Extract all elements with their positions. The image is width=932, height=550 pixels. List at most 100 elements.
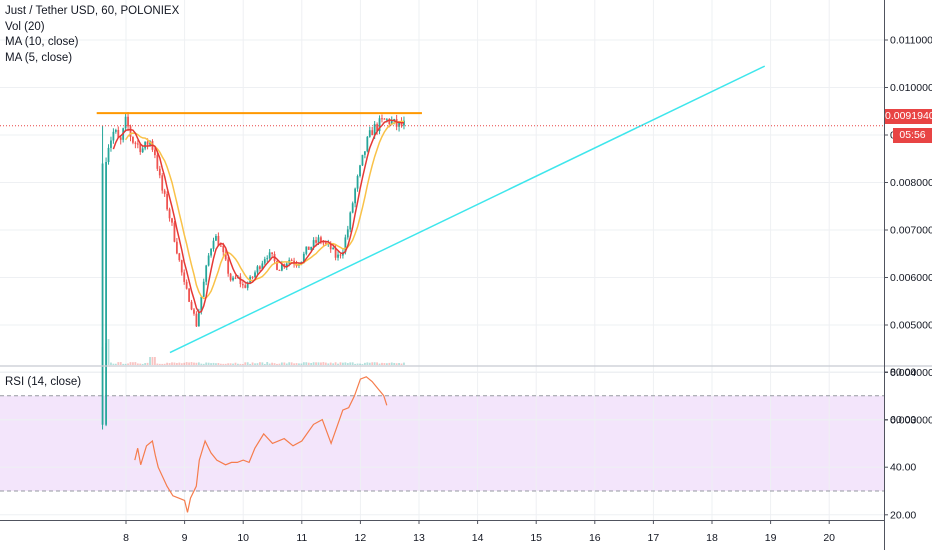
candle-body[interactable] xyxy=(217,235,220,246)
candle-body[interactable] xyxy=(124,116,127,129)
candle-body[interactable] xyxy=(195,313,198,327)
candle-body[interactable] xyxy=(337,254,339,258)
candle-body[interactable] xyxy=(356,176,359,189)
candle-body[interactable] xyxy=(339,254,342,256)
candle-body[interactable] xyxy=(175,241,178,254)
candle-body[interactable] xyxy=(188,288,190,302)
candle-body[interactable] xyxy=(156,155,159,169)
candle-body[interactable] xyxy=(171,218,173,223)
candle-body[interactable] xyxy=(263,259,266,264)
candle-body[interactable] xyxy=(136,143,139,145)
candle-body[interactable] xyxy=(241,283,244,286)
candle-body[interactable] xyxy=(114,129,117,132)
candle-body[interactable] xyxy=(268,252,271,259)
candle-body[interactable] xyxy=(224,252,227,260)
candle-body[interactable] xyxy=(317,237,320,243)
candle-body[interactable] xyxy=(307,246,310,250)
candle-body[interactable] xyxy=(310,246,313,250)
candle-body[interactable] xyxy=(227,259,230,274)
candle-body[interactable] xyxy=(178,253,181,261)
ascending-trendline[interactable] xyxy=(169,65,766,354)
candle-body[interactable] xyxy=(180,260,183,273)
candle-body[interactable] xyxy=(251,276,254,278)
candle-body[interactable] xyxy=(302,253,305,262)
candle-body[interactable] xyxy=(154,149,156,156)
candle-body[interactable] xyxy=(229,273,232,281)
candle-body[interactable] xyxy=(105,161,107,425)
candle-body[interactable] xyxy=(351,203,354,213)
candle-body[interactable] xyxy=(144,141,147,149)
candle-body[interactable] xyxy=(280,264,283,271)
price-pane[interactable] xyxy=(0,65,884,430)
candle-body[interactable] xyxy=(371,130,374,136)
candle-body[interactable] xyxy=(112,131,115,141)
candle-body[interactable] xyxy=(197,311,200,327)
symbol-title[interactable]: Just / Tether USD, 60, POLONIEX xyxy=(5,5,180,17)
candle-body[interactable] xyxy=(239,276,242,284)
candle-body[interactable] xyxy=(346,229,349,238)
candle-body[interactable] xyxy=(290,259,293,261)
candle-body[interactable] xyxy=(332,247,335,250)
candle-body[interactable] xyxy=(173,222,176,242)
candle-body[interactable] xyxy=(107,147,110,162)
candle-body[interactable] xyxy=(361,154,364,166)
candle-body[interactable] xyxy=(378,118,381,132)
candle-body[interactable] xyxy=(254,272,256,278)
candle-body[interactable] xyxy=(322,242,325,244)
candle-body[interactable] xyxy=(363,151,366,155)
candle-body[interactable] xyxy=(266,258,269,260)
candle-body[interactable] xyxy=(285,263,288,267)
rsi-line[interactable] xyxy=(134,376,388,513)
candle-body[interactable] xyxy=(139,143,142,153)
candle-body[interactable] xyxy=(193,309,195,314)
candle-body[interactable] xyxy=(324,242,327,244)
ma5-indicator-label[interactable]: MA (5, close) xyxy=(5,51,73,64)
candle-body[interactable] xyxy=(344,237,347,253)
candle-body[interactable] xyxy=(234,277,237,279)
candle-body[interactable] xyxy=(278,269,281,271)
candle-body[interactable] xyxy=(349,212,352,230)
candle-body[interactable] xyxy=(315,240,317,243)
candle-body[interactable] xyxy=(117,129,120,138)
candle-body[interactable] xyxy=(329,243,332,250)
candle-body[interactable] xyxy=(158,168,161,176)
candle-body[interactable] xyxy=(271,252,274,254)
candle-body[interactable] xyxy=(119,137,122,140)
candle-body[interactable] xyxy=(381,118,383,120)
candle-body[interactable] xyxy=(127,116,129,127)
candle-body[interactable] xyxy=(398,121,400,127)
candle-body[interactable] xyxy=(210,248,212,256)
candle-body[interactable] xyxy=(110,140,112,148)
candle-body[interactable] xyxy=(390,120,393,125)
candle-body[interactable] xyxy=(400,121,403,126)
candle-body[interactable] xyxy=(354,188,357,204)
candle-body[interactable] xyxy=(168,209,171,219)
candle-body[interactable] xyxy=(320,237,322,243)
candle-body[interactable] xyxy=(166,193,169,210)
candle-body[interactable] xyxy=(256,266,259,273)
candle-body[interactable] xyxy=(312,240,315,247)
candle-body[interactable] xyxy=(395,119,398,127)
candle-body[interactable] xyxy=(385,119,388,121)
candle-body[interactable] xyxy=(276,260,278,270)
candle-body[interactable] xyxy=(388,119,391,125)
ma-line-5[interactable] xyxy=(112,119,404,314)
rsi-indicator-label[interactable]: RSI (14, close) xyxy=(5,376,82,388)
candle-body[interactable] xyxy=(232,277,234,281)
candle-body[interactable] xyxy=(222,245,225,253)
candle-body[interactable] xyxy=(161,175,164,191)
candle-body[interactable] xyxy=(207,255,210,266)
candle-body[interactable] xyxy=(183,272,186,282)
ma-line-10[interactable] xyxy=(124,120,405,300)
candle-body[interactable] xyxy=(219,245,222,247)
candle-body[interactable] xyxy=(215,235,217,241)
candle-body[interactable] xyxy=(366,136,369,152)
candle-body[interactable] xyxy=(129,126,132,137)
candle-body[interactable] xyxy=(212,240,215,249)
rsi-pane[interactable] xyxy=(134,376,388,513)
candle-body[interactable] xyxy=(259,266,261,269)
candle-body[interactable] xyxy=(261,263,264,269)
candle-body[interactable] xyxy=(359,165,361,177)
candle-body[interactable] xyxy=(141,148,144,153)
